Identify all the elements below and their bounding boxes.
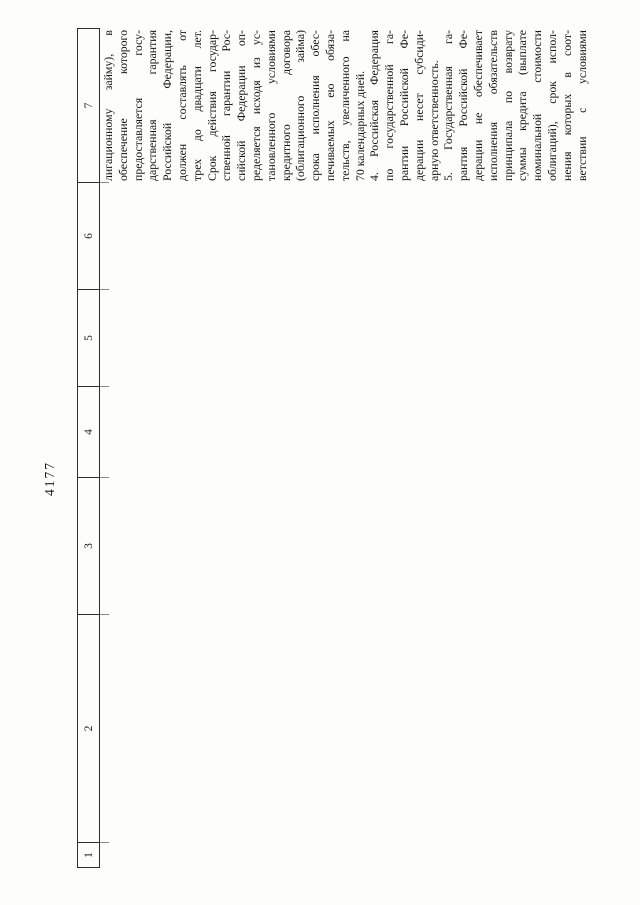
- page-number: 4177: [42, 461, 57, 496]
- column7-text-line: 70 календарных дней.: [352, 70, 367, 181]
- table-header-cell: 5: [78, 289, 99, 386]
- column7-text-line: 4. Российская Федерация: [367, 30, 382, 181]
- column7-text-line: срока исполнения обес-: [308, 30, 323, 181]
- column7-text-line: сийской Федерации оп-: [234, 30, 249, 181]
- table-header-cell: 7: [82, 102, 95, 109]
- column7-text-line: арную ответственность.: [426, 60, 441, 181]
- column7-text-line: суммы кредита (выплате: [515, 30, 530, 181]
- column-line-stub: [100, 289, 109, 290]
- column7-text-line: дерации не обеспечивает: [470, 30, 485, 181]
- column7-text-line: лигационному займу), в: [101, 30, 115, 181]
- column7-text-line: должен составлять от: [174, 30, 189, 181]
- column7-text-line: принципала по возврату: [500, 30, 515, 181]
- table-header-cell: 1: [78, 842, 99, 867]
- column7-text-line: тельств, увеличенного на: [337, 30, 352, 181]
- column7-text-line: нения которых в соот-: [559, 30, 574, 181]
- column7-text-line: печиваемых ею обяза-: [322, 30, 337, 181]
- column7-text-line: ственной гарантии Рос-: [219, 30, 234, 181]
- column7-text-block: лигационному займу), в обеспечение которо…: [101, 30, 589, 181]
- column7-text-line: (облигационного займа): [293, 30, 308, 181]
- column7-text-line: по государственной га-: [382, 30, 397, 181]
- column7-text-line: ределяется исходя из ус-: [248, 30, 263, 181]
- column7-text-line: кредитного договора: [278, 30, 293, 181]
- column7-text-line: номинальной стоимости: [530, 30, 545, 181]
- table-header-cell: 2: [78, 614, 99, 842]
- column7-text-line: исполнения обязательств: [485, 30, 500, 181]
- column7-text-line: облигаций), срок испол-: [544, 30, 559, 181]
- column7-text-line: рантия Российской Фе-: [456, 30, 471, 181]
- column7-text-line: дерации несет субсиди-: [411, 30, 426, 181]
- column7-text-line: тановленного условиями: [263, 30, 278, 181]
- table-header-cell: 3: [78, 477, 99, 614]
- column7-text-line: Российской Федерации,: [160, 30, 175, 181]
- column-line-stub: [100, 614, 109, 615]
- column7-text-line: дарственная гарантия: [145, 30, 160, 181]
- column7-text-line: трех до двадцати лет.: [189, 30, 204, 181]
- column7-text-line: рантии Российской Фе-: [396, 30, 411, 181]
- column7-text-line: предоставляется госу-: [130, 30, 145, 181]
- column-line-stub: [100, 182, 109, 183]
- column-line-stub: [100, 477, 109, 478]
- column-line-stub: [100, 386, 109, 387]
- table-header-cell: 4: [78, 386, 99, 477]
- column7-text-line: ветствии с условиями: [574, 30, 589, 181]
- column-line-stub: [100, 842, 109, 843]
- column7-text-line: обеспечение которого: [115, 30, 130, 181]
- column7-text-line: 5. Государственная га-: [441, 30, 456, 181]
- column7-text-line: Срок действия государ-: [204, 30, 219, 181]
- table-header-cell: 6: [78, 182, 99, 289]
